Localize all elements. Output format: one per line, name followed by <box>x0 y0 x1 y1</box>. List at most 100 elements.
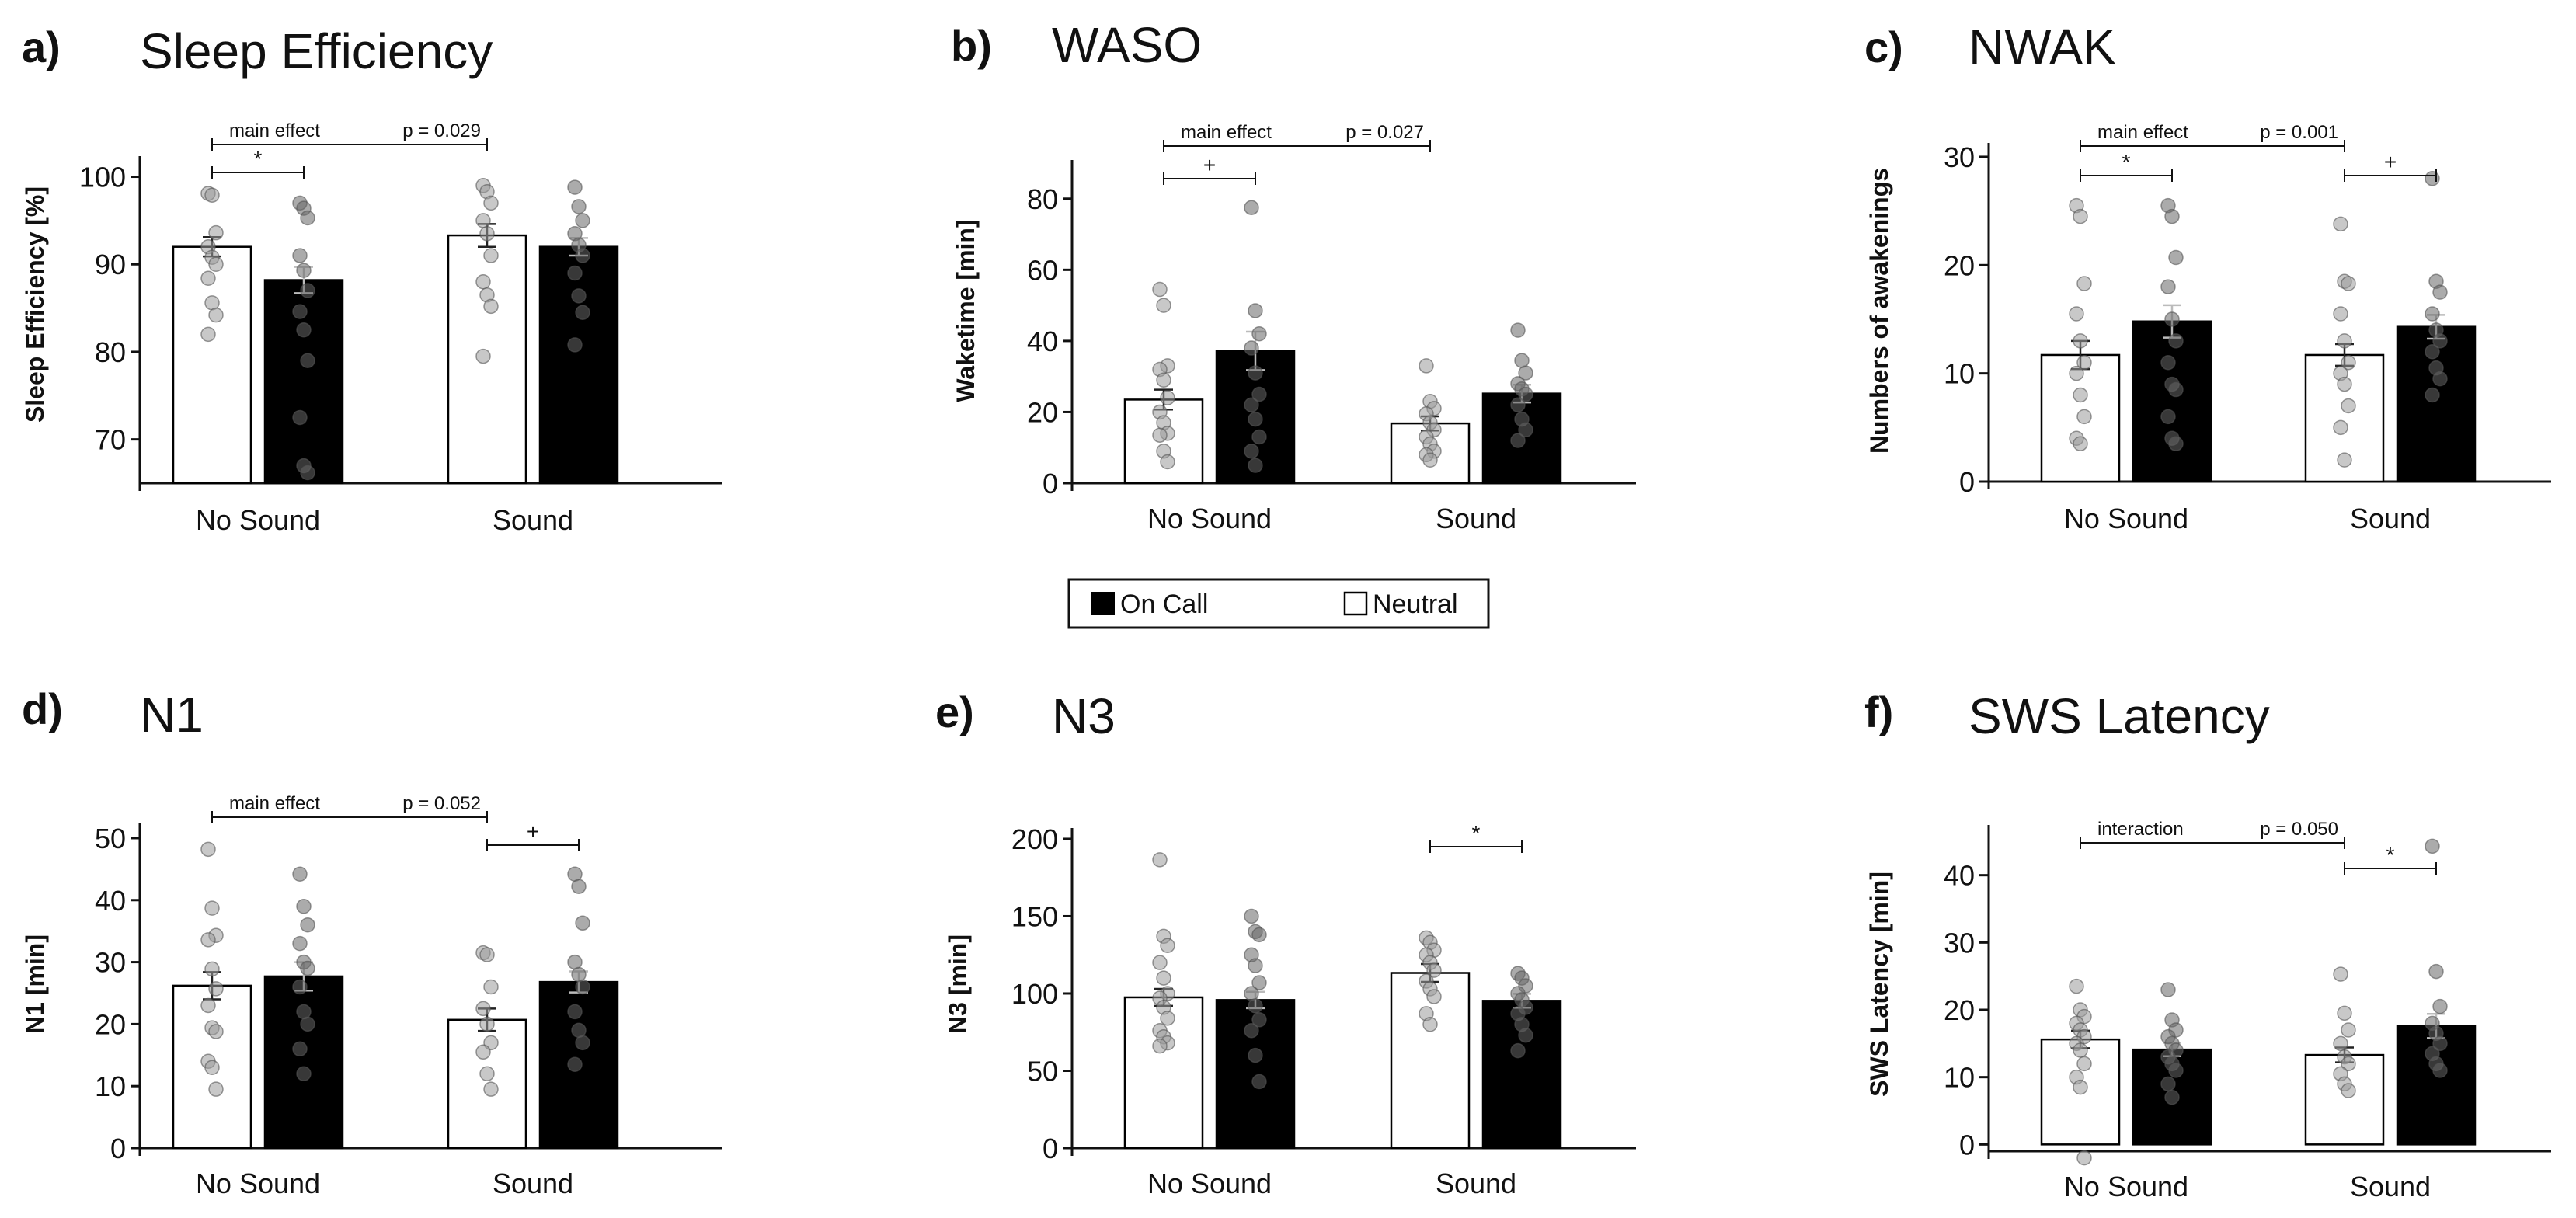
data-point <box>2160 1076 2176 1092</box>
panel-letter: f) <box>1864 687 1893 736</box>
y-tick-label: 10 <box>1944 1062 1975 1094</box>
data-point <box>300 210 315 226</box>
data-point <box>200 270 216 287</box>
data-point <box>300 917 315 933</box>
data-point <box>1152 1038 1168 1054</box>
p-value-label: p = 0.029 <box>402 120 481 141</box>
data-point <box>1518 422 1533 438</box>
data-point <box>204 900 220 916</box>
y-tick-label: 80 <box>95 336 126 368</box>
data-point <box>2168 1063 2184 1078</box>
main-effect-label: main effect <box>1181 122 1272 143</box>
data-point <box>204 961 220 977</box>
panel-letter: b) <box>951 21 992 70</box>
data-point <box>1251 975 1267 990</box>
data-point <box>483 298 499 315</box>
main-effect-label: main effect <box>229 120 320 141</box>
y-tick-label: 20 <box>1027 396 1058 428</box>
y-tick-label: 40 <box>1944 860 1975 892</box>
data-point <box>1244 397 1259 413</box>
data-point <box>479 1016 495 1032</box>
data-point <box>575 915 590 931</box>
category-label: No Sound <box>1147 1168 1272 1199</box>
significance-marker: + <box>2384 150 2397 174</box>
bar-on-call <box>2132 320 2212 483</box>
panel-letter: e) <box>935 687 974 736</box>
data-point <box>2341 1056 2356 1072</box>
data-point <box>475 213 491 228</box>
data-point <box>292 248 308 263</box>
data-point <box>1422 1017 1438 1032</box>
data-point <box>479 947 495 962</box>
data-point <box>208 224 224 241</box>
data-point <box>1510 433 1526 448</box>
data-point <box>1248 411 1263 427</box>
category-label: Sound <box>2350 1171 2431 1202</box>
data-point <box>2168 436 2184 451</box>
data-point <box>1426 989 1442 1004</box>
data-point <box>2164 311 2180 327</box>
data-point <box>2333 216 2348 232</box>
data-point <box>567 337 583 353</box>
y-tick-label: 30 <box>1944 927 1975 959</box>
data-point <box>1244 908 1259 924</box>
data-point <box>2425 344 2440 360</box>
panel-1: a) Sleep Efficiency 70 80 90 100 Sleep Efficie… <box>21 23 722 536</box>
y-tick-label: 0 <box>1959 466 1975 498</box>
data-point <box>200 841 216 858</box>
data-point <box>2341 276 2356 291</box>
main-effect-label: interaction <box>2097 819 2184 840</box>
data-point <box>1152 955 1168 970</box>
y-tick-label: 0 <box>1043 1133 1058 1164</box>
data-point <box>2333 306 2348 322</box>
data-point <box>1156 372 1171 388</box>
y-tick-label: 60 <box>1027 254 1058 286</box>
data-point <box>208 1081 224 1097</box>
data-point <box>2432 333 2448 349</box>
category-label: No Sound <box>196 1168 320 1199</box>
category-label: No Sound <box>2064 503 2188 534</box>
data-point <box>1518 1027 1533 1043</box>
data-point <box>1248 998 1263 1014</box>
data-point <box>2337 452 2352 468</box>
data-point <box>567 265 583 281</box>
data-point <box>1248 303 1263 318</box>
data-point <box>2333 419 2348 436</box>
data-point <box>1510 1042 1526 1059</box>
p-value-label: p = 0.001 <box>2260 122 2338 143</box>
data-point <box>2432 284 2448 300</box>
y-tick-label: 50 <box>1027 1055 1058 1087</box>
data-point <box>2073 436 2088 451</box>
data-point <box>483 1081 499 1097</box>
y-tick-label: 200 <box>1011 823 1058 855</box>
data-point <box>2073 333 2088 349</box>
legend-box <box>1067 578 1490 629</box>
y-tick-label: 90 <box>95 249 126 280</box>
panel-title: NWAK <box>1969 19 2116 75</box>
data-point <box>1426 962 1442 978</box>
main-effect-label: main effect <box>229 793 320 814</box>
data-point <box>1251 927 1267 943</box>
y-tick-label: 10 <box>1944 358 1975 390</box>
y-tick-label: 10 <box>95 1070 126 1102</box>
y-axis-label: N1 [min] <box>21 934 49 1034</box>
category-label: No Sound <box>196 504 320 536</box>
data-point <box>1160 1011 1175 1026</box>
y-axis-label: SWS Latency [min] <box>1865 872 1893 1097</box>
panel-letter: a) <box>22 23 61 71</box>
y-axis-label: Numbers of awakenings <box>1865 168 1893 454</box>
y-tick-label: 0 <box>1043 468 1058 499</box>
data-point <box>2432 998 2448 1014</box>
p-value-label: p = 0.027 <box>1345 122 1424 143</box>
data-point <box>208 307 224 323</box>
data-point <box>2337 376 2352 392</box>
data-point <box>2425 171 2440 186</box>
data-point <box>2160 982 2176 997</box>
data-point <box>571 288 587 304</box>
data-point <box>300 353 315 368</box>
significance-marker: * <box>2386 843 2395 867</box>
legend-label-on-call: On Call <box>1120 590 1208 619</box>
data-point <box>1156 970 1171 986</box>
legend-label-neutral: Neutral <box>1373 590 1458 619</box>
